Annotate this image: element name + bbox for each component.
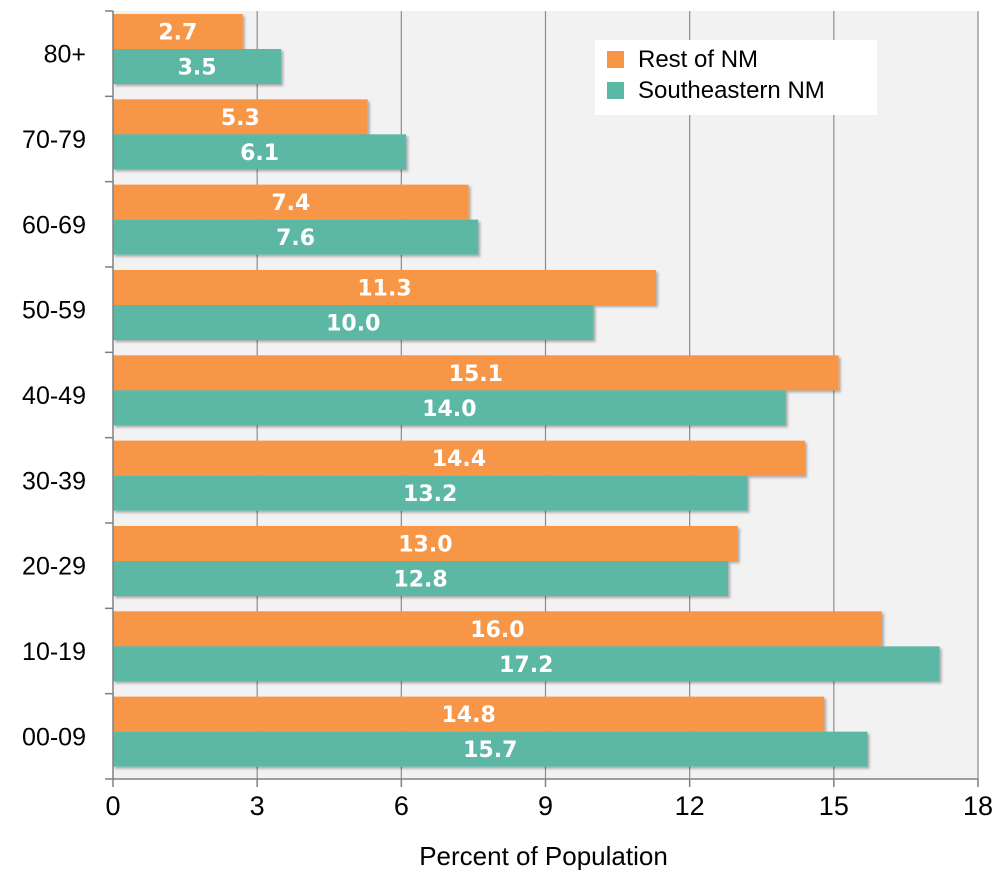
x-tick-label: 3	[250, 791, 265, 821]
bar	[113, 219, 479, 255]
legend-swatch	[607, 82, 624, 99]
bar	[113, 731, 868, 767]
data-label: 7.4	[271, 191, 310, 216]
x-axis-title: Percent of Population	[419, 841, 668, 870]
bar	[113, 526, 738, 561]
bar	[113, 14, 243, 49]
bar	[113, 270, 657, 305]
data-label: 14.4	[432, 447, 486, 472]
bar	[113, 440, 805, 476]
legend-box	[595, 40, 877, 115]
data-label: 2.7	[158, 21, 197, 46]
data-label: 6.1	[240, 141, 279, 166]
data-label: 13.0	[398, 533, 452, 558]
bar	[113, 49, 282, 84]
legend: Rest of NM Southeastern NM	[595, 40, 877, 115]
bar	[113, 134, 407, 170]
bar	[113, 99, 368, 135]
bar	[113, 561, 729, 596]
y-tick-label: 00-09	[22, 723, 86, 751]
data-label: 16.0	[470, 618, 524, 643]
y-tick-label: 60-69	[22, 211, 86, 239]
data-label: 3.5	[178, 56, 217, 81]
bar	[113, 390, 786, 426]
bar	[113, 305, 594, 340]
legend-entry: Rest of NM	[638, 46, 758, 73]
data-label: 5.3	[221, 106, 260, 131]
bar	[113, 475, 748, 511]
x-tick-label: 0	[105, 791, 120, 821]
x-tick-label: 6	[394, 791, 409, 821]
data-label: 13.2	[403, 482, 457, 507]
data-label: 15.1	[449, 362, 503, 387]
data-label: 7.6	[276, 226, 315, 251]
bar	[113, 611, 882, 647]
bar	[113, 646, 940, 682]
x-tick-label: 9	[538, 791, 553, 821]
data-label: 14.8	[441, 703, 495, 728]
y-tick-label: 70-79	[22, 126, 86, 154]
legend-entry: Southeastern NM	[638, 77, 825, 104]
y-tick-label: 40-49	[22, 382, 86, 410]
data-label: 10.0	[326, 312, 380, 337]
y-tick-label: 50-59	[22, 297, 86, 325]
data-label: 17.2	[499, 653, 553, 678]
bar	[113, 696, 825, 732]
axes: 00-09 10-19 20-29 30-39 40-49 50-59 60-69 70-79…	[22, 10, 993, 821]
data-label: 11.3	[357, 277, 411, 302]
bar	[113, 184, 469, 220]
x-tick-label: 15	[819, 791, 849, 821]
y-tick-label: 10-19	[22, 638, 86, 666]
bar	[113, 355, 839, 391]
data-label: 12.8	[393, 568, 447, 593]
y-tick-label: 20-29	[22, 553, 86, 581]
x-tick-label: 12	[675, 791, 705, 821]
y-tick-label: 30-39	[22, 467, 86, 495]
data-label: 15.7	[463, 738, 517, 763]
legend-swatch	[607, 51, 624, 68]
data-label: 14.0	[422, 397, 476, 422]
data-labels: 14.8 15.7 16.0 17.2 13.0 12.8 14.4 13.2 15.1 14.0…	[158, 21, 553, 764]
y-tick-label: 80+	[44, 41, 86, 69]
x-tick-label: 18	[963, 791, 993, 821]
bars	[113, 14, 940, 767]
